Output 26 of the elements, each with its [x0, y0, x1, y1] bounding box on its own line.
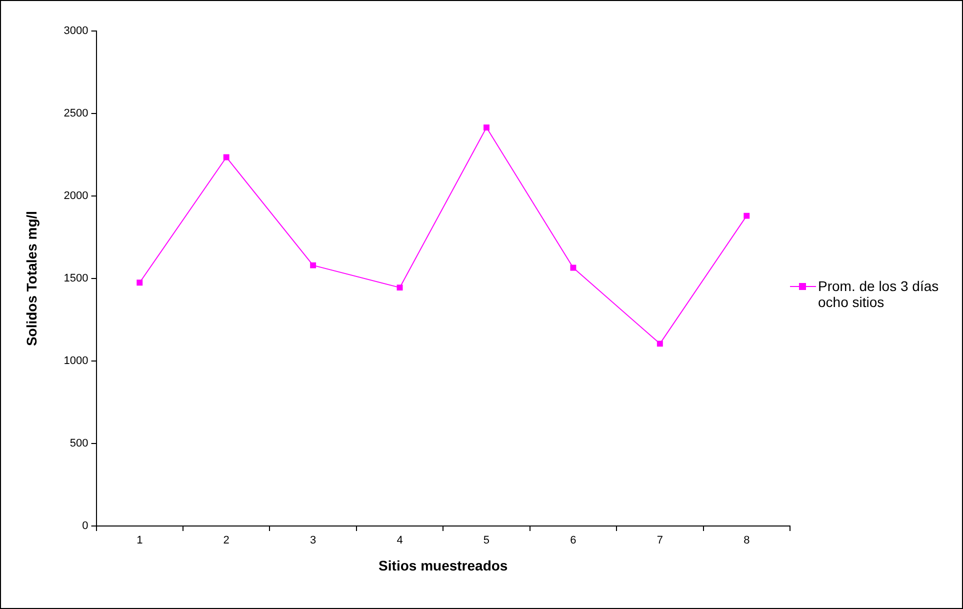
point — [744, 212, 750, 219]
y-tick-label: 1500 — [64, 272, 88, 285]
x-tick-label: 5 — [483, 534, 490, 547]
y-tick-label: 500 — [70, 438, 88, 450]
point — [396, 284, 403, 291]
point — [484, 124, 490, 130]
x-tick-label: 7 — [656, 534, 663, 547]
x-axis-title: Sitios muestreados — [378, 557, 508, 574]
point — [136, 280, 143, 286]
y-tick-label: 2500 — [64, 108, 88, 120]
y-tick-label: 1000 — [64, 355, 88, 368]
x-tick-label: 2 — [223, 534, 230, 547]
point — [656, 340, 663, 347]
y-tick-label: 2000 — [64, 190, 88, 202]
point — [570, 264, 576, 271]
x-tick-label: 1 — [136, 534, 143, 547]
x-tick-label: 8 — [744, 534, 750, 547]
y-tick-label: 0 — [82, 520, 88, 532]
point — [223, 154, 230, 160]
legend-label: Prom. de los 3 días ocho sitios — [818, 278, 940, 310]
y-tick-label: 3000 — [64, 25, 88, 38]
x-tick-label: 3 — [310, 534, 316, 547]
x-tick-label: 4 — [396, 534, 403, 547]
point — [310, 262, 316, 268]
y-axis-title: Solidos Totales mg/l — [23, 210, 40, 346]
x-tick-label: 6 — [570, 534, 576, 547]
